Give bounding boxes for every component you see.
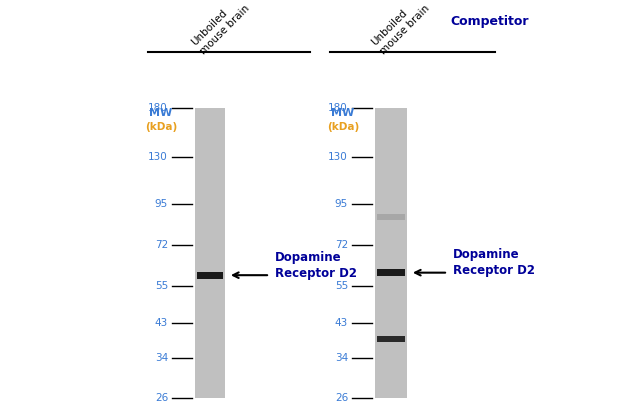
Bar [377, 214, 405, 220]
Text: (kDa): (kDa) [145, 122, 177, 132]
Text: 130: 130 [328, 152, 348, 162]
Text: 43: 43 [335, 317, 348, 327]
Bar [375, 108, 407, 398]
Text: 26: 26 [155, 393, 168, 403]
Text: MW: MW [332, 108, 355, 118]
Text: 34: 34 [155, 353, 168, 363]
Text: Competitor: Competitor [451, 15, 529, 29]
Text: Dopamine
Receptor D2: Dopamine Receptor D2 [275, 251, 357, 280]
Text: 180: 180 [148, 103, 168, 113]
Bar [377, 336, 405, 342]
Text: 26: 26 [335, 393, 348, 403]
Bar [377, 269, 405, 276]
Text: 55: 55 [155, 281, 168, 291]
Text: 34: 34 [335, 353, 348, 363]
Text: 180: 180 [328, 103, 348, 113]
Text: 72: 72 [335, 240, 348, 250]
Text: Unboiled
mouse brain: Unboiled mouse brain [189, 0, 251, 56]
Text: 95: 95 [335, 199, 348, 209]
Text: Dopamine
Receptor D2: Dopamine Receptor D2 [453, 248, 535, 277]
Text: 130: 130 [148, 152, 168, 162]
Text: 43: 43 [155, 317, 168, 327]
Text: MW: MW [149, 108, 173, 118]
Bar [197, 272, 223, 279]
Bar [195, 108, 225, 398]
Text: 95: 95 [155, 199, 168, 209]
Text: 55: 55 [335, 281, 348, 291]
Text: 72: 72 [155, 240, 168, 250]
Text: Unboiled
mouse brain: Unboiled mouse brain [370, 0, 431, 56]
Text: (kDa): (kDa) [327, 122, 359, 132]
